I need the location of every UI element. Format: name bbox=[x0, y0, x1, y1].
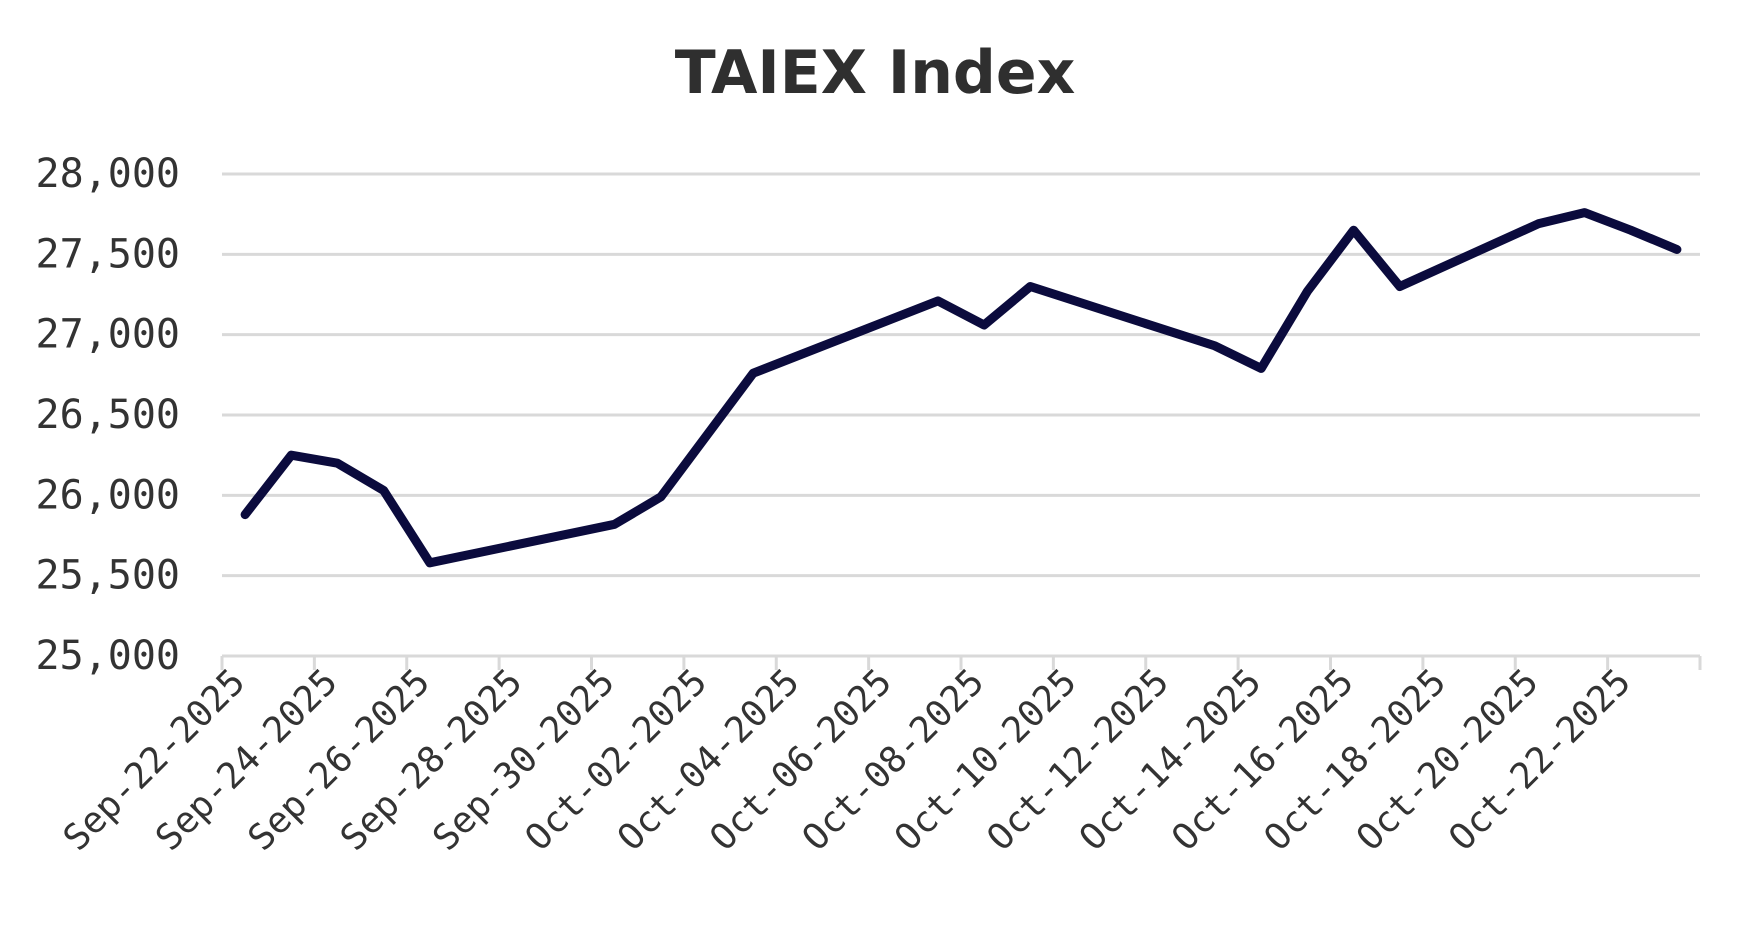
y-tick-label: 27,000 bbox=[36, 312, 181, 358]
y-tick-label: 27,500 bbox=[36, 231, 181, 277]
y-axis-labels: 25,000 25,500 26,000 26,500 27,000 27,500 28,0… bbox=[36, 151, 181, 679]
x-axis bbox=[220, 656, 1702, 670]
y-tick-label: 25,500 bbox=[36, 553, 181, 599]
series-line bbox=[240, 208, 1682, 568]
y-tick-label: 25,000 bbox=[36, 633, 181, 679]
x-axis-labels: Sep-22-2025Sep-24-2025Sep-26-2025Sep-28-… bbox=[56, 661, 1639, 859]
series-layer bbox=[240, 208, 1682, 568]
y-tick-label: 26,500 bbox=[36, 392, 181, 438]
y-tick-label: 28,000 bbox=[36, 151, 181, 197]
chart-title: TAIEX Index bbox=[674, 38, 1076, 108]
grid-lines bbox=[222, 172, 1700, 658]
y-tick-label: 26,000 bbox=[36, 472, 181, 518]
